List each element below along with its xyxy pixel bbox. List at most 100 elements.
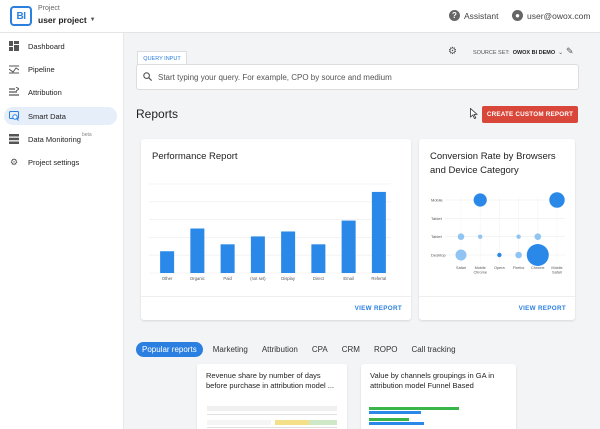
page-title: Reports <box>136 107 179 121</box>
source-set-value: OWOX BI DEMO <box>512 49 556 56</box>
x-tick-label: Display <box>281 276 296 281</box>
y-tick-label: Mobile <box>431 198 444 203</box>
y-tick-label: Tablet <box>431 216 443 221</box>
pipeline-icon <box>8 64 20 74</box>
tab-popular-reports[interactable]: Popular reports <box>136 341 203 357</box>
popular-report-card[interactable]: Revenue share by number of days before p… <box>197 364 347 429</box>
owox-bi-logo[interactable]: BI <box>10 6 32 26</box>
x-tick-label: Referral <box>371 276 386 281</box>
smart-data-icon <box>9 111 19 121</box>
chevron-down-icon: ▼ <box>89 17 96 23</box>
sidebar-item-label: Data Monitoring <box>28 134 81 144</box>
x-tick-label: Chrome <box>531 266 545 270</box>
sidebar-item-label: Attribution <box>28 87 62 97</box>
project-selector[interactable]: user project ▼ <box>38 15 96 25</box>
bubble-point <box>515 251 522 259</box>
x-tick-label: Email <box>343 276 354 281</box>
gear-icon: ⚙ <box>9 157 19 167</box>
sidebar-item-project-settings[interactable]: ⚙ Project settings <box>4 153 117 171</box>
performance-report-card[interactable]: Performance Report Other Organic Paid (not … <box>141 139 411 320</box>
top-bar: BI Project user project ▼ ? Assistant ● … <box>0 0 600 33</box>
project-name: user project <box>38 15 87 25</box>
bar <box>311 244 326 273</box>
y-tick-label: Tablet <box>431 234 443 239</box>
x-tick-label: Safari <box>456 266 466 270</box>
account-icon: ● <box>512 10 523 21</box>
performance-bar-chart: Other Organic Paid (not set) Display Direct Em… <box>149 183 391 281</box>
bar <box>281 231 296 273</box>
beta-badge: beta <box>81 132 92 138</box>
sidebar-item-attribution[interactable]: Attribution <box>4 83 117 101</box>
card-title: Performance Report <box>152 151 238 162</box>
source-set-selector[interactable]: SOURCE SET: OWOX BI DEMO ⌄ <box>473 49 564 57</box>
bubble-point <box>473 193 487 207</box>
x-tick-label: Paid <box>223 276 232 281</box>
bar <box>250 236 265 273</box>
tab-cpa[interactable]: CPA <box>311 344 328 354</box>
x-tick-label: Direct <box>313 276 325 281</box>
x-tick-label: Mobile <box>551 266 562 270</box>
help-icon: ? <box>449 10 460 21</box>
user-menu[interactable]: ● user@owox.com <box>512 10 590 21</box>
sidebar-item-data-monitoring[interactable]: Data Monitoring beta <box>4 130 117 148</box>
assistant-label: Assistant <box>464 10 499 21</box>
attribution-icon <box>9 86 20 97</box>
popular-report-card[interactable]: Value by channels groupings in GA in att… <box>361 364 516 429</box>
bar <box>220 244 235 273</box>
tab-crm[interactable]: CRM <box>341 344 360 354</box>
tab-marketing[interactable]: Marketing <box>212 344 248 354</box>
bubble-point <box>534 233 542 240</box>
report-preview-bars <box>369 407 459 425</box>
tab-query-input[interactable]: QUERY INPUT <box>137 51 187 65</box>
chevron-down-icon: ⌄ <box>558 50 564 56</box>
source-set-label: SOURCE SET: <box>473 49 510 56</box>
sidebar: Dashboard Pipeline Attribution Smart Dat… <box>0 33 124 429</box>
x-tick-label: Organic <box>190 276 205 281</box>
sidebar-item-pipeline[interactable]: Pipeline <box>4 60 117 78</box>
report-category-tabs: Popular reports Marketing Attribution CP… <box>136 341 470 357</box>
sidebar-item-smart-data[interactable]: Smart Data <box>4 107 117 125</box>
query-input[interactable]: Start typing your query. For example, CP… <box>136 64 579 90</box>
sidebar-item-label: Project settings <box>28 157 80 167</box>
query-placeholder: Start typing your query. For example, CP… <box>158 72 392 82</box>
popular-report-title: Revenue share by number of days before p… <box>206 371 334 390</box>
x-tick-label: Firefox <box>513 266 525 270</box>
create-custom-report-button[interactable]: CREATE CUSTOM REPORT <box>482 106 578 123</box>
bubble-point <box>455 249 467 261</box>
bubble-point <box>549 192 565 208</box>
card-footer: VIEW REPORT <box>419 296 575 320</box>
card-title: Conversion Rate by Browsers and Device C… <box>430 151 556 176</box>
x-tick-label: Safari <box>552 271 562 275</box>
sidebar-item-dashboard[interactable]: Dashboard <box>4 37 117 55</box>
dashboard-icon <box>9 41 19 51</box>
bar <box>190 228 205 273</box>
bar <box>371 191 386 273</box>
tab-call-tracking[interactable]: Call tracking <box>411 344 456 354</box>
user-email: user@owox.com <box>527 10 591 21</box>
assistant-button[interactable]: ? Assistant <box>449 10 499 21</box>
sidebar-item-label: Dashboard <box>28 41 65 51</box>
bubble-point <box>516 234 521 239</box>
bubble-point <box>526 244 549 266</box>
bar <box>341 220 356 273</box>
tab-attribution[interactable]: Attribution <box>261 344 298 354</box>
x-tick-label: (not set) <box>250 276 266 281</box>
bubble-point <box>457 233 465 240</box>
sidebar-item-label: Pipeline <box>28 64 55 74</box>
report-preview-table <box>207 406 337 428</box>
data-monitoring-icon <box>9 134 19 144</box>
pencil-icon[interactable]: ✎ <box>566 46 574 56</box>
view-report-button[interactable]: VIEW REPORT <box>354 305 402 312</box>
conversion-rate-card[interactable]: Conversion Rate by Browsers and Device C… <box>419 139 575 320</box>
x-tick-label: Mobile <box>475 266 486 270</box>
x-tick-label: Chrome <box>473 271 487 275</box>
bar <box>160 251 175 273</box>
sidebar-item-label: Smart Data <box>28 111 66 121</box>
gear-icon[interactable]: ⚙ <box>448 46 457 57</box>
tab-ropo[interactable]: ROPO <box>373 344 398 354</box>
card-footer: VIEW REPORT <box>141 296 411 320</box>
search-icon <box>143 71 153 83</box>
x-tick-label: Other <box>162 276 173 281</box>
view-report-button[interactable]: VIEW REPORT <box>518 305 566 312</box>
